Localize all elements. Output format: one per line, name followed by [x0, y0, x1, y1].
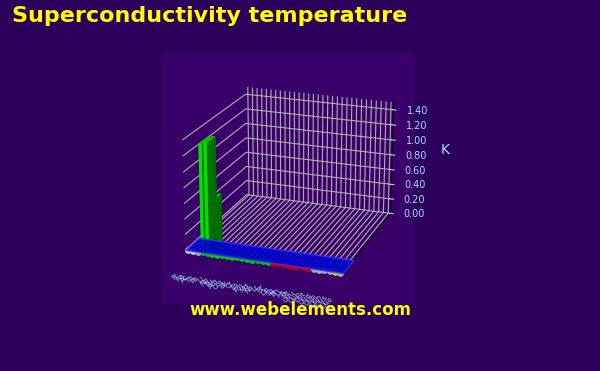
Text: Superconductivity temperature: Superconductivity temperature — [12, 6, 407, 26]
Text: www.webelements.com: www.webelements.com — [189, 301, 411, 319]
